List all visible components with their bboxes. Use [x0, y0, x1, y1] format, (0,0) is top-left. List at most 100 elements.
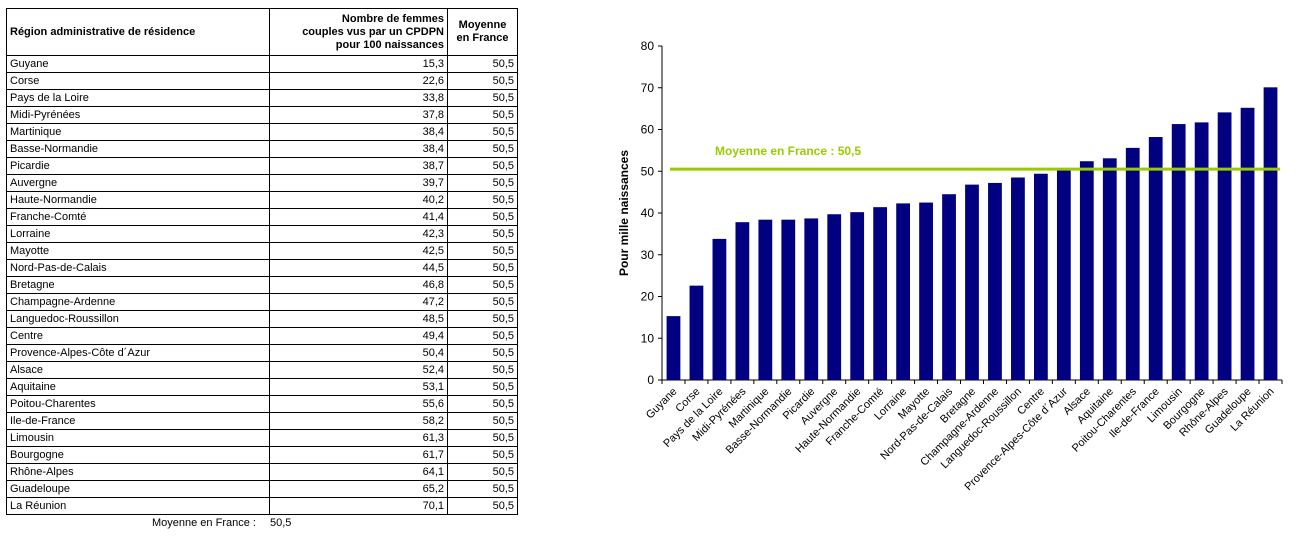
mean-cell: 50,5: [447, 480, 518, 498]
bar: [1194, 122, 1209, 380]
mean-cell: 50,5: [447, 395, 518, 413]
table-row: Alsace 52,4 50,5: [6, 361, 518, 379]
y-tick-label: 30: [641, 248, 655, 262]
bar: [988, 182, 1002, 380]
mean-cell: 50,5: [447, 310, 518, 328]
mean-cell: 50,5: [447, 378, 518, 396]
bar: [689, 285, 704, 380]
bar: [850, 212, 865, 380]
region-cell: Provence-Alpes-Côte d´Azur: [6, 344, 270, 362]
bar: [873, 207, 888, 380]
rate-cell: 53,1: [269, 378, 448, 396]
mean-cell: 50,5: [447, 497, 518, 515]
table-row: Ile-de-France 58,2 50,5: [6, 412, 518, 430]
mean-cell: 50,5: [447, 344, 518, 362]
region-cell: Limousin: [6, 429, 270, 447]
rate-cell: 70,1: [269, 497, 448, 515]
rate-cell: 42,5: [269, 242, 448, 260]
mean-cell: 50,5: [447, 276, 518, 294]
mean-cell: 50,5: [447, 174, 518, 192]
region-cell: Picardie: [6, 157, 270, 175]
region-cell: Bretagne: [6, 276, 270, 294]
rate-cell: 38,4: [269, 123, 448, 141]
region-cell: Aquitaine: [6, 378, 270, 396]
table-row: Haute-Normandie 40,2 50,5: [6, 191, 518, 209]
rate-cell: 39,7: [269, 174, 448, 192]
header-mean: Moyenne en France: [447, 8, 518, 56]
region-cell: Basse-Normandie: [6, 140, 270, 158]
bar: [1034, 173, 1048, 380]
bar: [1148, 137, 1163, 380]
rate-cell: 38,4: [269, 140, 448, 158]
region-cell: La Réunion: [6, 497, 270, 515]
region-cell: Mayotte: [6, 242, 270, 260]
bar: [1125, 147, 1140, 380]
region-cell: Rhône-Alpes: [6, 463, 270, 481]
table-row: Aquitaine 53,1 50,5: [6, 378, 518, 396]
y-axis-title: Pour mille naissances: [617, 150, 631, 276]
table-row: Pays de la Loire 33,8 50,5: [6, 89, 518, 107]
mean-cell: 50,5: [447, 412, 518, 430]
region-cell: Bourgogne: [6, 446, 270, 464]
mean-footnote: Moyenne en France : 50,5: [152, 517, 291, 529]
mean-cell: 50,5: [447, 225, 518, 243]
region-cell: Pays de la Loire: [6, 89, 270, 107]
table-row: Lorraine 42,3 50,5: [6, 225, 518, 243]
rate-cell: 22,6: [269, 72, 448, 90]
footnote-value: 50,5: [269, 517, 292, 529]
y-tick-label: 50: [641, 164, 655, 178]
mean-cell: 50,5: [447, 293, 518, 311]
table-row: La Réunion 70,1 50,5: [6, 497, 518, 515]
rate-cell: 50,4: [269, 344, 448, 362]
y-tick-label: 60: [641, 123, 655, 137]
rate-cell: 33,8: [269, 89, 448, 107]
region-cell: Haute-Normandie: [6, 191, 270, 209]
table-row: Mayotte 42,5 50,5: [6, 242, 518, 260]
rate-cell: 41,4: [269, 208, 448, 226]
rate-cell: 55,6: [269, 395, 448, 413]
header-rate: Nombre de femmes couples vus par un CPDP…: [269, 8, 448, 56]
table-row: Picardie 38,7 50,5: [6, 157, 518, 175]
region-cell: Guadeloupe: [6, 480, 270, 498]
rate-cell: 64,1: [269, 463, 448, 481]
table-row: Poitou-Charentes 55,6 50,5: [6, 395, 518, 413]
x-tick-label: Guyane: [644, 386, 680, 422]
bar: [1217, 112, 1232, 380]
table-row: Languedoc-Roussillon 48,5 50,5: [6, 310, 518, 328]
table-row: Corse 22,6 50,5: [6, 72, 518, 90]
table-row: Bretagne 46,8 50,5: [6, 276, 518, 294]
region-cell: Midi-Pyrénées: [6, 106, 270, 124]
mean-cell: 50,5: [447, 123, 518, 141]
bar: [965, 184, 979, 380]
bar: [1011, 177, 1025, 380]
table-row: Guyane 15,3 50,5: [6, 55, 518, 73]
mean-cell: 50,5: [447, 157, 518, 175]
bar: [666, 316, 681, 380]
region-cell: Martinique: [6, 123, 270, 141]
region-cell: Auvergne: [6, 174, 270, 192]
mean-cell: 50,5: [447, 55, 518, 73]
bar: [1079, 161, 1094, 380]
region-cell: Guyane: [6, 55, 270, 73]
y-tick-label: 10: [641, 331, 655, 345]
rate-cell: 49,4: [269, 327, 448, 345]
y-tick-label: 40: [641, 206, 655, 220]
y-tick-label: 70: [641, 81, 655, 95]
bar: [781, 219, 796, 380]
table-row: Midi-Pyrénées 37,8 50,5: [6, 106, 518, 124]
rate-cell: 47,2: [269, 293, 448, 311]
table-row: Martinique 38,4 50,5: [6, 123, 518, 141]
rate-cell: 65,2: [269, 480, 448, 498]
rate-cell: 38,7: [269, 157, 448, 175]
bar: [758, 219, 773, 380]
mean-cell: 50,5: [447, 327, 518, 345]
bar: [1102, 158, 1117, 380]
table-row: Rhône-Alpes 64,1 50,5: [6, 463, 518, 481]
region-cell: Corse: [6, 72, 270, 90]
mean-cell: 50,5: [447, 106, 518, 124]
rate-cell: 61,3: [269, 429, 448, 447]
rate-cell: 42,3: [269, 225, 448, 243]
region-cell: Franche-Comté: [6, 208, 270, 226]
table-row: Provence-Alpes-Côte d´Azur 50,4 50,5: [6, 344, 518, 362]
mean-cell: 50,5: [447, 429, 518, 447]
